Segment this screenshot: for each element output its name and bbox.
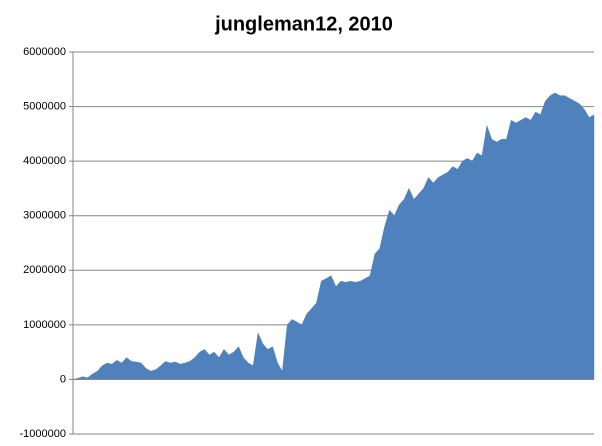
y-tick-label: 1000000 [23,319,66,331]
area [72,92,595,380]
chart-title: jungleman12, 2010 [214,13,393,35]
y-tick-label: 5000000 [23,100,66,112]
y-tick-label: 4000000 [23,155,66,167]
y-tick-label: 0 [60,373,66,385]
y-tick-label: 3000000 [23,210,66,222]
y-tick-label: 2000000 [23,264,66,276]
y-tick-label: -1000000 [20,428,67,440]
y-tick-label: 6000000 [23,46,66,58]
